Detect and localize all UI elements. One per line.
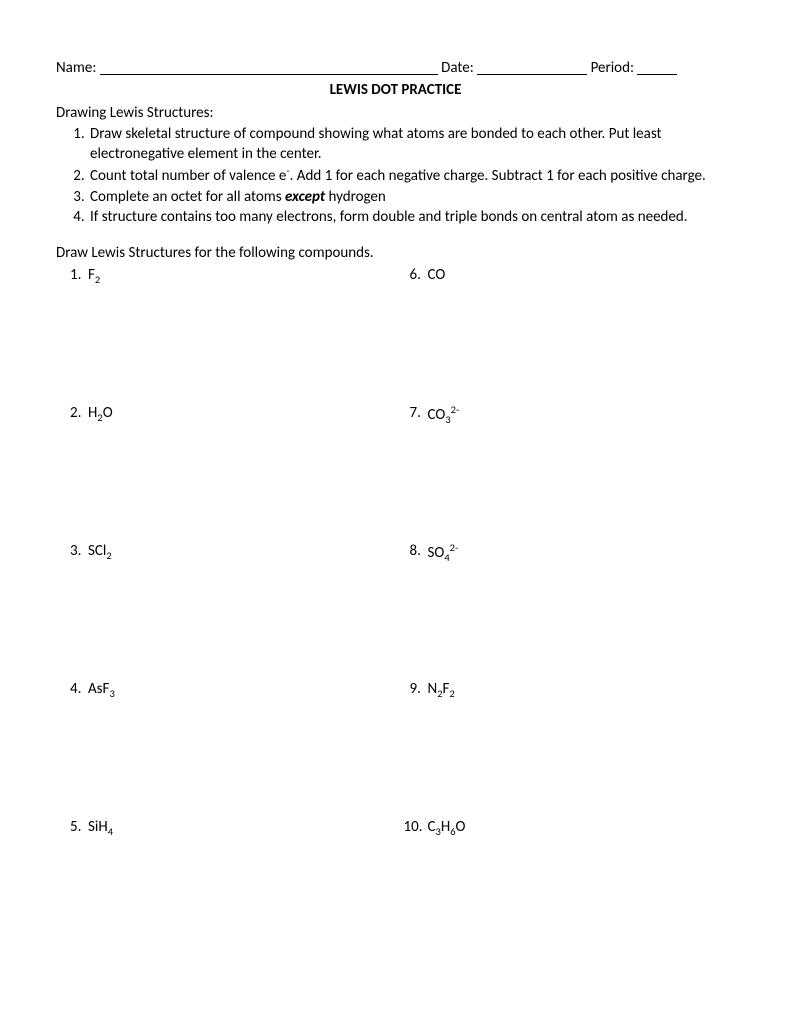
- compound-item: 2.H2O: [56, 403, 396, 541]
- compound-item: 9.N2F2: [396, 679, 736, 817]
- compound-number: 3.: [56, 541, 88, 561]
- compound-formula: CO: [428, 265, 736, 285]
- compound-item: 1.F2: [56, 265, 396, 403]
- compound-item: 4.AsF3: [56, 679, 396, 817]
- compound-number: 1.: [56, 265, 88, 285]
- compound-number: 10.: [396, 817, 428, 837]
- compound-item: 8.SO42-: [396, 541, 736, 679]
- compound-number: 7.: [396, 403, 428, 423]
- compound-formula: SCl2: [88, 541, 396, 563]
- compounds-prompt: Draw Lewis Structures for the following …: [56, 243, 735, 263]
- name-blank[interactable]: [100, 55, 438, 75]
- instruction-item: If structure contains too many electrons…: [88, 207, 735, 227]
- compound-formula: F2: [88, 265, 396, 287]
- instruction-item: Draw skeletal structure of compound show…: [88, 124, 735, 165]
- compound-item: 7.CO32-: [396, 403, 736, 541]
- compound-formula: C3H6O: [428, 817, 736, 839]
- instructions-list: Draw skeletal structure of compound show…: [56, 124, 735, 227]
- compound-item: 10.C3H6O: [396, 817, 736, 955]
- compound-formula: AsF3: [88, 679, 396, 701]
- compound-item: 5.SiH4: [56, 817, 396, 955]
- compound-number: 6.: [396, 265, 428, 285]
- compound-number: 5.: [56, 817, 88, 837]
- compound-item: 3.SCl2: [56, 541, 396, 679]
- compound-number: 9.: [396, 679, 428, 699]
- date-blank[interactable]: [477, 55, 587, 75]
- instruction-item: Count total number of valence e-. Add 1 …: [88, 164, 735, 186]
- compound-formula: N2F2: [428, 679, 736, 701]
- header-line: Name: Date: Period:: [56, 58, 735, 78]
- instruction-item: Complete an octet for all atoms except h…: [88, 187, 735, 207]
- worksheet-title: LEWIS DOT PRACTICE: [56, 80, 735, 100]
- compound-number: 8.: [396, 541, 428, 561]
- compounds-grid: 1.F26.CO2.H2O7.CO32-3.SCl28.SO42-4.AsF39…: [56, 265, 735, 955]
- compound-formula: H2O: [88, 403, 396, 425]
- section-heading: Drawing Lewis Structures:: [56, 103, 735, 123]
- period-label: Period:: [591, 58, 634, 78]
- date-label: Date:: [441, 58, 474, 78]
- compound-formula: CO32-: [428, 403, 736, 427]
- compound-item: 6.CO: [396, 265, 736, 403]
- compound-number: 4.: [56, 679, 88, 699]
- compound-formula: SiH4: [88, 817, 396, 839]
- period-blank[interactable]: [637, 55, 677, 75]
- compound-number: 2.: [56, 403, 88, 423]
- name-label: Name:: [56, 58, 96, 78]
- compound-formula: SO42-: [428, 541, 736, 565]
